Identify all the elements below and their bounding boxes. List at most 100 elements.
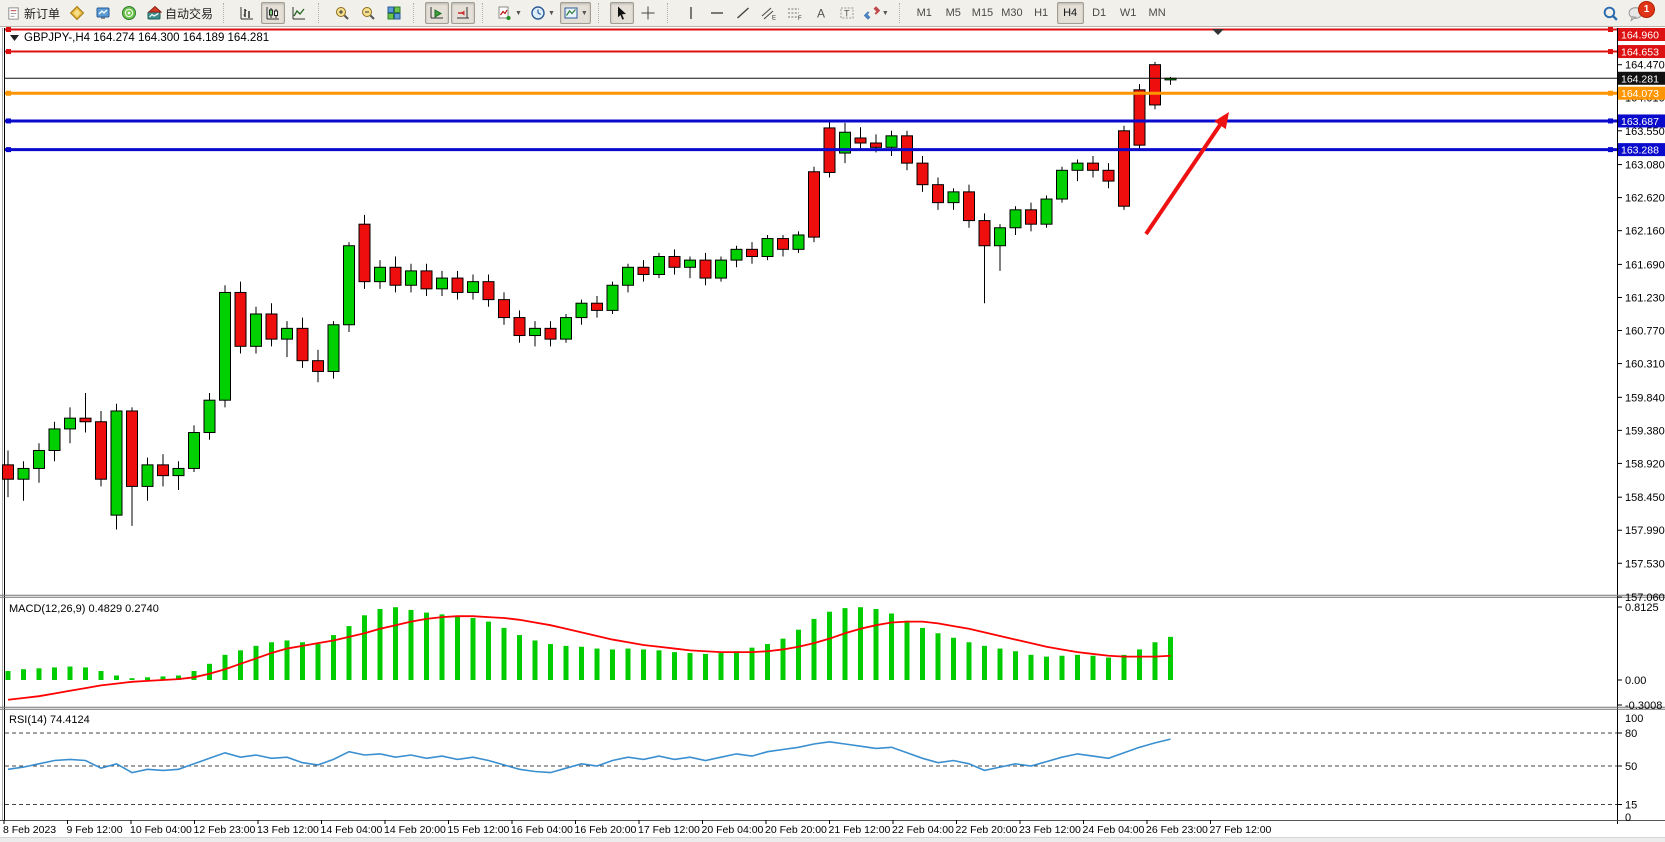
bull-candle [730,248,743,261]
auto-scroll-icon [430,7,444,19]
text-label-button[interactable]: T [835,2,859,24]
tile-windows-button[interactable] [382,2,406,24]
templates-icon [564,7,578,19]
timeframe-w1[interactable]: W1 [1119,7,1137,19]
bar-chart-button[interactable] [235,2,259,24]
market-watch-button[interactable] [65,2,89,24]
horizontal-line-icon [710,12,723,14]
arrow-head[interactable] [1214,112,1229,130]
chat-button[interactable]: 1 [1624,0,1658,24]
macd-histogram-bar [346,626,352,680]
autotrading-button[interactable]: 自动交易 [143,2,216,24]
macd-histogram-bar [811,618,817,680]
cursor-button[interactable] [609,2,634,24]
toolbar-right: 1 [1597,0,1659,24]
text-button[interactable]: A [809,2,833,24]
auto-scroll-button[interactable] [425,2,450,24]
crosshair-button[interactable] [636,2,660,24]
rsi-panel: 80 50 15 100 0 RSI(14) 74.4124 [5,713,1643,824]
macd-histogram-bar [904,620,910,680]
line-handle[interactable] [6,49,11,55]
candlestick-chart-button[interactable] [261,2,286,24]
macd-histogram-bar [532,640,538,680]
bear-candle [1133,89,1146,146]
notification-badge[interactable]: 1 [1638,0,1655,18]
time-label: 14 Feb 20:00 [384,824,446,836]
search-button[interactable] [1598,2,1622,24]
macd-histogram-bar [486,621,491,680]
price-tick-label: 160.310 [1625,359,1665,371]
charts-button[interactable] [91,2,115,24]
line-handle[interactable] [6,118,11,124]
timeframe-m15[interactable]: M15 [971,7,994,19]
shapes-button[interactable]: ▼ [861,2,892,24]
bull-candle [653,256,665,275]
zoom-in-button[interactable] [330,2,354,24]
timeframe-h4[interactable]: H4 [1056,2,1084,24]
indicators-button[interactable]: ▼ [494,2,525,24]
toolbar-separator [597,3,605,23]
macd-histogram-bar [253,645,259,680]
chart-shift-marker[interactable] [1212,29,1224,35]
rsi-level-label: 50 [1625,761,1637,773]
line-handle[interactable] [1608,118,1613,124]
macd-histogram-bar [889,613,894,680]
macd-histogram-bar [982,645,987,680]
chart-shift-icon [457,7,470,19]
timeframe-m5[interactable]: M5 [945,7,961,19]
equidistant-channel-button[interactable]: E [757,2,781,24]
bear-candle [420,270,433,290]
candlestick-chart-icon [266,7,280,20]
rsi-level-label: 80 [1625,728,1637,740]
chevron-down-icon: ▼ [881,9,889,17]
macd-histogram-bar [765,644,770,680]
bull-candle [529,327,541,337]
line-handle[interactable] [1608,49,1613,55]
macd-histogram-bar [331,635,336,680]
line-handle[interactable] [6,27,11,32]
fibonacci-button[interactable]: F [783,2,807,24]
macd-histogram-bar [362,615,367,680]
timeframe-mn[interactable]: MN [1148,7,1166,19]
templates-button[interactable]: ▼ [559,2,591,24]
line-handle[interactable] [1608,147,1613,153]
line-handle[interactable] [6,90,11,96]
bull-candle [684,259,696,268]
macd-histogram-bar [1121,654,1127,680]
vertical-line-button[interactable] [679,2,703,24]
zoom-out-button[interactable] [356,2,380,24]
toolbar-separator [666,3,674,23]
bear-candle [870,142,882,148]
bear-candle [296,327,309,362]
line-handle[interactable] [1608,90,1613,96]
macd-histogram-bar [1044,656,1049,680]
timeframe-m30[interactable]: M30 [1001,7,1023,19]
new-order-button[interactable]: 新订单 [3,2,63,24]
horizontal-line-button[interactable] [705,2,729,24]
chart-shift-button[interactable] [451,2,476,24]
time-label: 17 Feb 12:00 [638,824,700,836]
timeframe-m1[interactable]: M1 [916,7,932,19]
timeframe-d1[interactable]: D1 [1092,7,1107,19]
line-handle[interactable] [6,147,11,153]
bear-candle [963,191,975,222]
macd-histogram-bar [594,648,600,680]
timeframe-h1[interactable]: H1 [1034,7,1049,19]
bull-candle [188,432,200,469]
timeframe-group: M1 M5 M15 M30 H1 H4 D1 W1 MN [910,2,1172,24]
search-icon [1603,6,1618,21]
line-chart-button[interactable] [287,2,311,24]
line-handle[interactable] [1608,27,1613,32]
symbol-dropdown-icon[interactable] [10,35,19,41]
bull-candle [885,135,898,148]
trend-arrow[interactable] [1144,112,1229,236]
bear-candle [157,464,169,477]
arrow-shaft[interactable] [1144,123,1222,236]
price-level-box [1618,114,1665,128]
svg-text:A: A [817,7,825,21]
periods-button[interactable]: ▼ [527,2,558,24]
trendline-button[interactable] [731,2,755,24]
signals-button[interactable] [117,2,141,24]
macd-histogram-bar [393,607,398,680]
